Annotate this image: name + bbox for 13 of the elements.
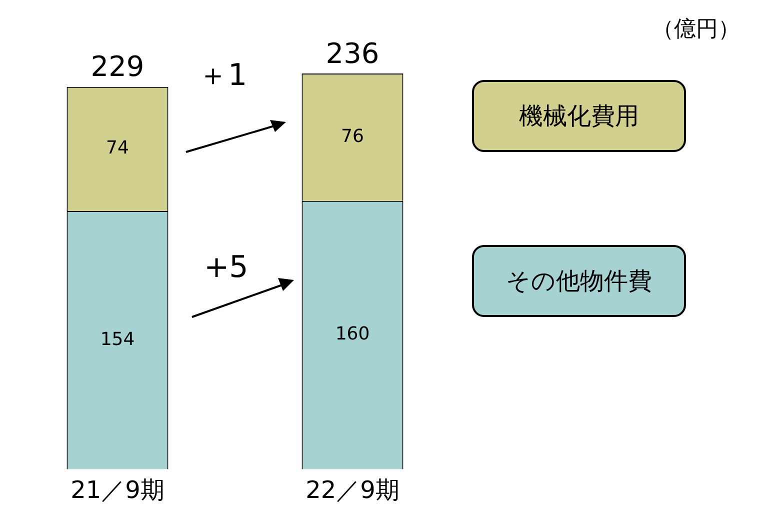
text: その他物件費 (472, 245, 686, 317)
annotation: ＋1 (198, 57, 248, 95)
data-label: 154 (100, 328, 135, 350)
x-tick-label: 22／9期 (306, 476, 400, 504)
total-label: 236 (326, 36, 380, 70)
x-tick-label: 21／9期 (70, 476, 164, 504)
data-label: 160 (335, 324, 370, 345)
total-label: 229 (90, 50, 144, 84)
text: 機械化費用 (472, 80, 686, 152)
data-label: 74 (106, 138, 129, 159)
text: （億円） (652, 16, 740, 44)
data-label: 76 (341, 126, 364, 147)
annotation: +5 (204, 250, 248, 285)
